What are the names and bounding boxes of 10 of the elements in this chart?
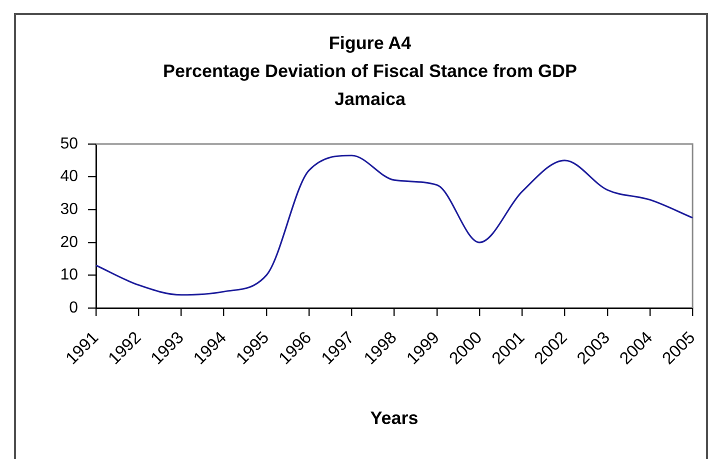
line-series	[95, 154, 694, 296]
y-tick-label: 40	[60, 168, 78, 186]
y-tick-label: 30	[60, 201, 78, 218]
y-tick-label: 50	[60, 135, 78, 152]
y-tick-label: 10	[60, 266, 78, 284]
y-tick-label: 0	[69, 299, 78, 316]
chart-subtitle: Percentage Deviation of Fiscal Stance from GDP Jamaica	[162, 60, 578, 109]
x-axis-title: Years	[370, 408, 418, 428]
chart-title: Figure A4	[328, 32, 412, 53]
y-tick-label: 20	[60, 234, 78, 251]
